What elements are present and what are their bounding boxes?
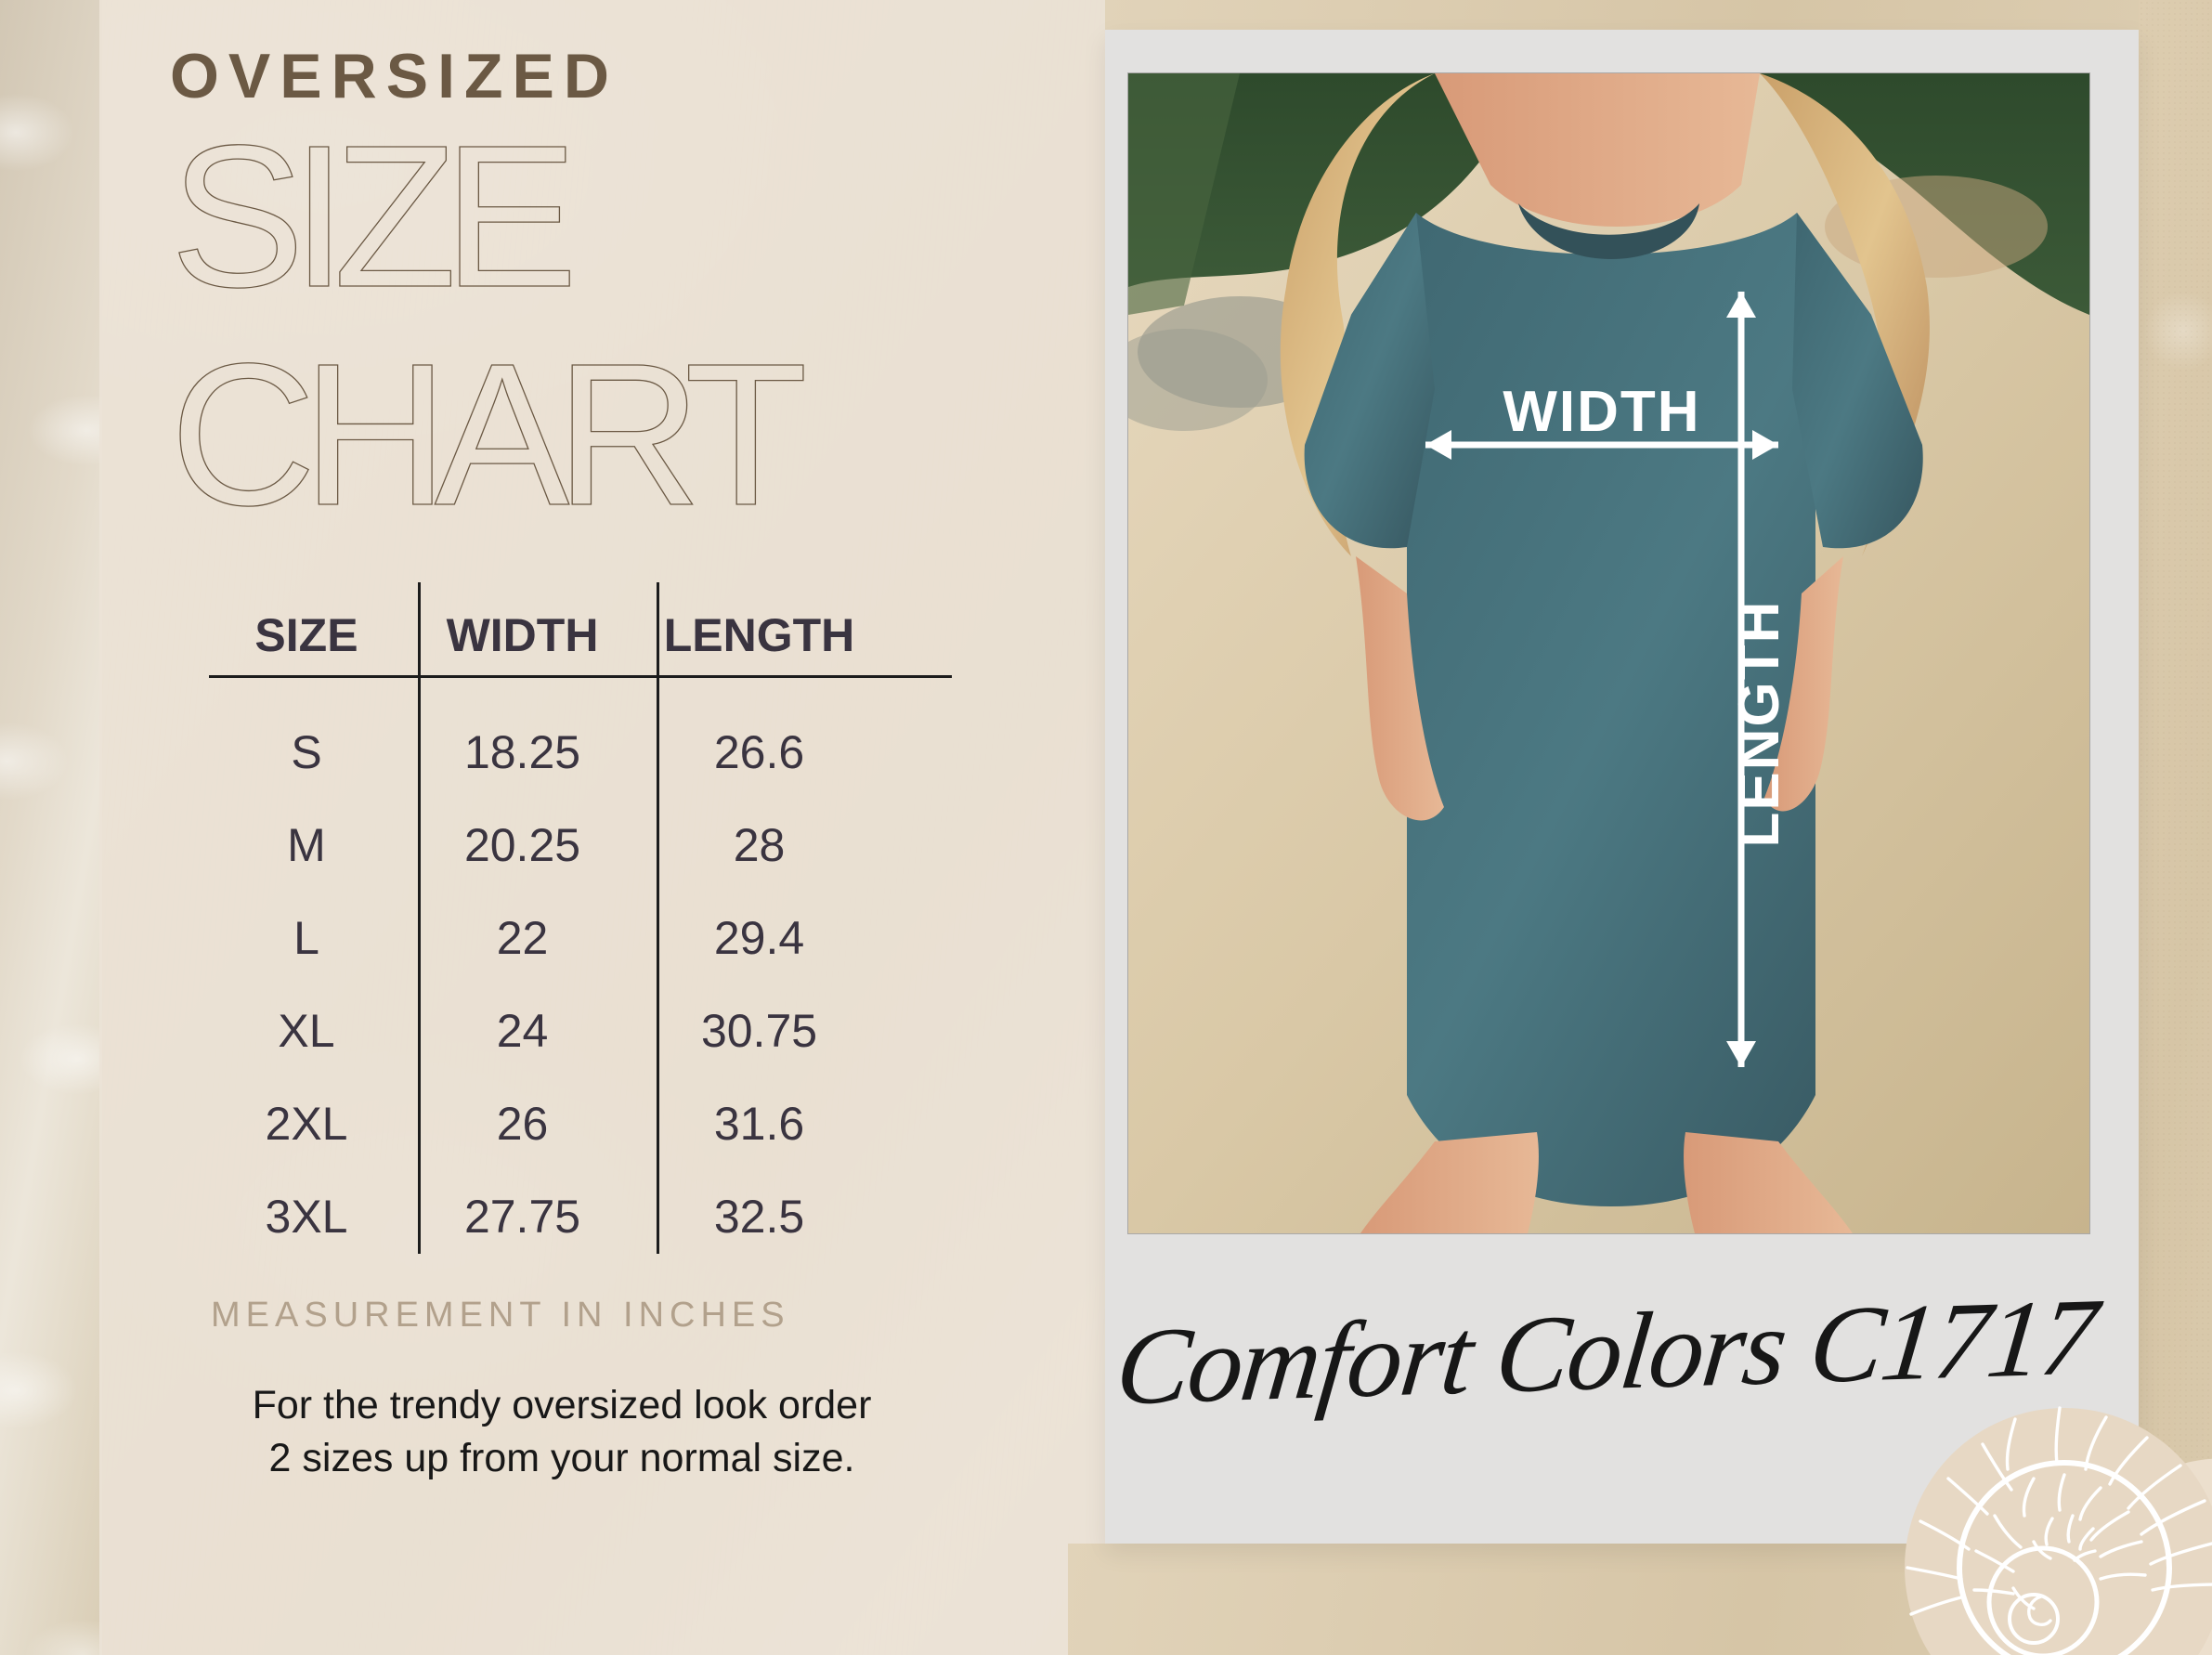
svg-text:LENGTH: LENGTH	[1727, 600, 1791, 848]
svg-text:WIDTH: WIDTH	[1503, 380, 1700, 444]
